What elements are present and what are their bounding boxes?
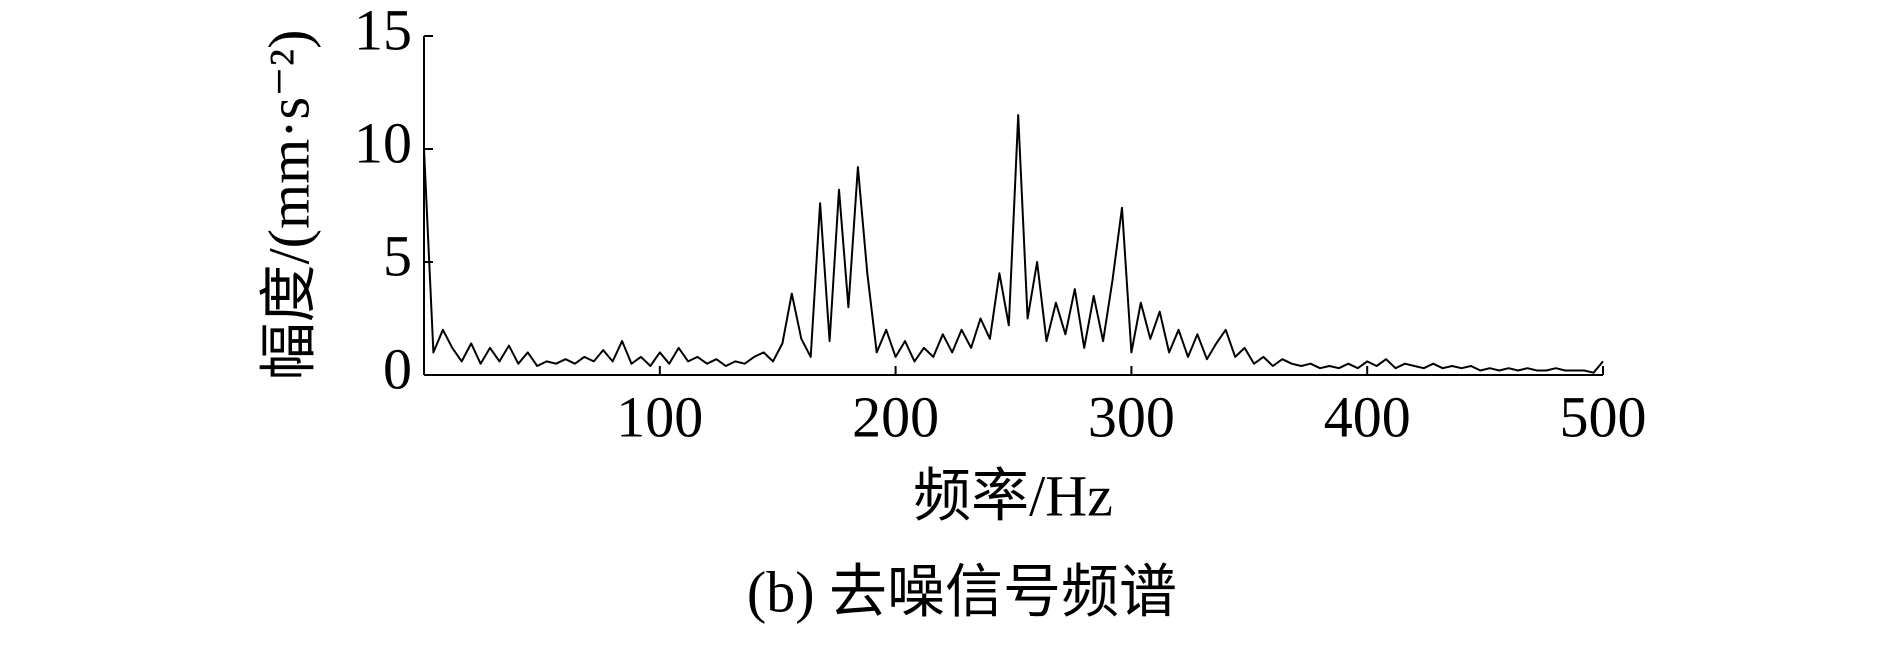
y-tick-label: 5 (383, 223, 412, 288)
caption: (b) 去噪信号频谱 (747, 559, 1177, 624)
x-tick-label: 200 (852, 384, 939, 449)
y-tick-label: 15 (354, 0, 412, 62)
x-tick-label: 100 (616, 384, 703, 449)
x-tick-label: 300 (1088, 384, 1175, 449)
y-tick-label: 10 (354, 110, 412, 175)
x-tick-label: 500 (1560, 384, 1647, 449)
spectrum-line (423, 114, 1604, 374)
x-tick-label: 400 (1324, 384, 1411, 449)
y-tick-label: 0 (383, 336, 412, 401)
y-axis-label: 幅度/(mm·s⁻²) (256, 30, 321, 381)
x-axis-label: 频率/Hz (913, 463, 1113, 528)
